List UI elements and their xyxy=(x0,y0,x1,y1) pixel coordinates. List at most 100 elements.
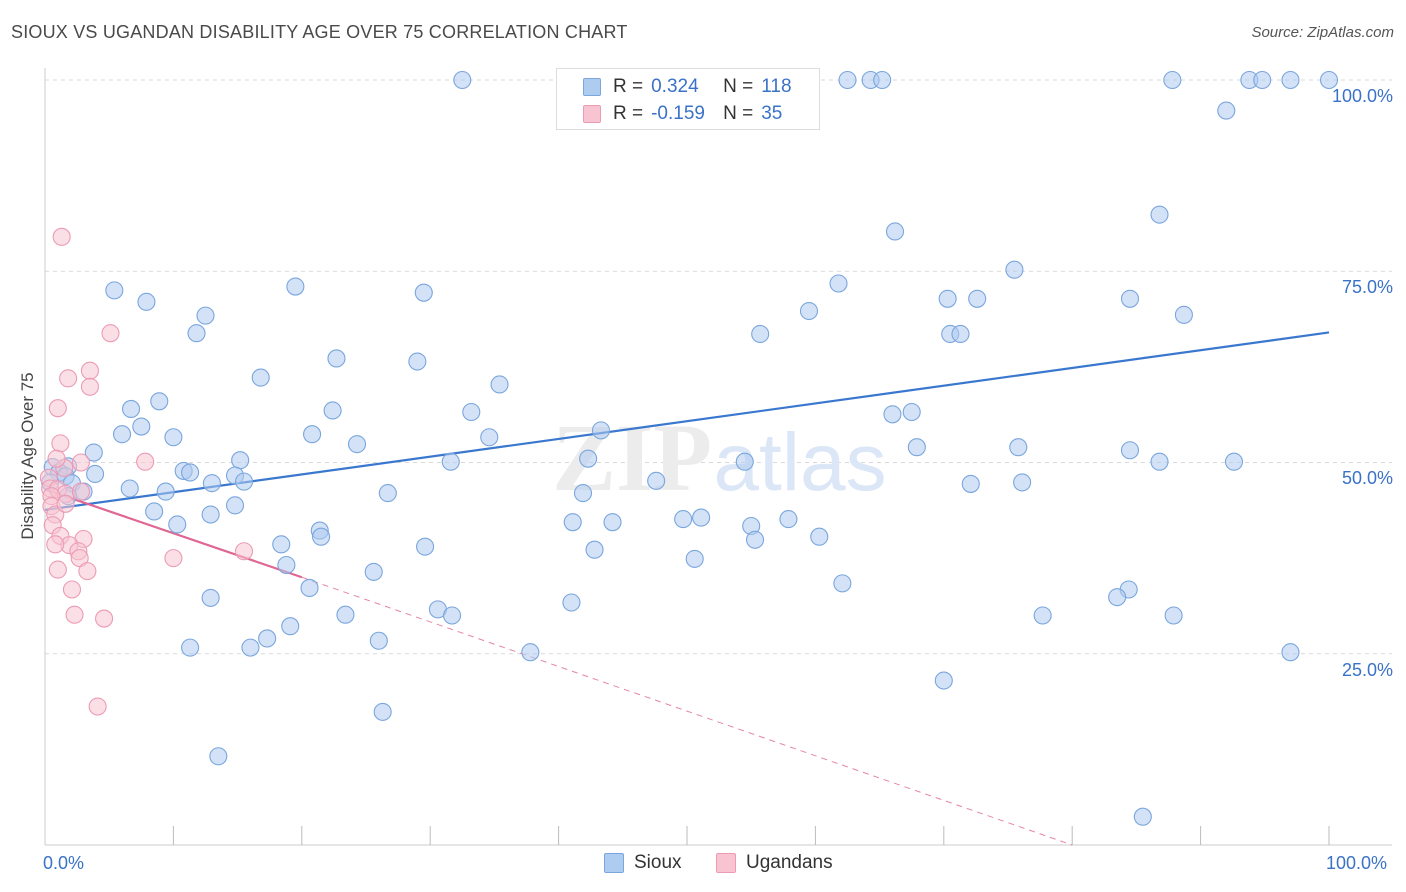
sioux-point xyxy=(336,605,355,624)
sioux-point xyxy=(603,513,622,532)
sioux-point xyxy=(799,301,819,321)
sioux-point xyxy=(347,435,367,454)
ugandans-swatch-icon xyxy=(583,105,601,123)
sioux-point xyxy=(1005,260,1024,279)
sioux-point xyxy=(1319,70,1339,90)
sioux-point xyxy=(462,402,481,422)
sioux-point xyxy=(132,417,151,436)
sioux-point xyxy=(231,451,250,470)
sioux-point xyxy=(735,452,754,471)
sioux-point xyxy=(105,281,124,300)
stats-legend: R = 0.324 N = 118 R = -0.159 N = 35 xyxy=(556,68,820,130)
ugandans-point xyxy=(47,449,66,468)
sioux-point xyxy=(251,368,270,387)
sioux-point xyxy=(1164,606,1183,625)
sioux-point xyxy=(164,428,183,447)
sioux-point xyxy=(303,425,322,444)
y-tick-75: 75.0% xyxy=(1341,277,1393,297)
sioux-point xyxy=(441,452,460,471)
legend-row-ugandans: R = -0.159 N = 35 xyxy=(583,102,782,126)
sioux-point xyxy=(181,463,200,482)
sioux-point xyxy=(168,515,187,534)
sioux-point xyxy=(562,593,581,612)
ugandans-point xyxy=(48,560,67,579)
axes xyxy=(44,68,1392,846)
sioux-point xyxy=(234,472,254,491)
watermark: ZIP atlas xyxy=(552,404,887,511)
sioux-point xyxy=(453,70,472,90)
ugandans-point xyxy=(80,361,99,380)
ugandans-point xyxy=(136,452,155,471)
sioux-point xyxy=(112,425,132,444)
sioux-point xyxy=(873,70,892,90)
source-label: Source: ZipAtlas.com xyxy=(1251,24,1394,41)
r-value: -0.159 xyxy=(651,103,705,124)
sioux-point xyxy=(369,631,388,650)
sioux-point xyxy=(86,464,105,484)
legend-item-ugandans: Ugandans xyxy=(716,852,833,874)
sioux-point xyxy=(196,306,215,325)
sioux-point xyxy=(416,537,435,556)
ugandans-point xyxy=(78,562,97,581)
sioux-point xyxy=(1281,643,1300,662)
sioux-point xyxy=(1033,606,1052,625)
y-tick-100: 100.0% xyxy=(1331,86,1393,106)
n-value: 118 xyxy=(761,76,792,97)
ugandans-point xyxy=(71,453,91,472)
sioux-point xyxy=(1150,452,1169,471)
sioux-point xyxy=(1150,205,1169,224)
sioux-trend-line xyxy=(44,331,1330,512)
sioux-point xyxy=(647,471,666,490)
r-label: R = xyxy=(613,103,644,124)
ugandans-point xyxy=(52,227,71,246)
sioux-point xyxy=(364,562,383,581)
sioux-point xyxy=(490,375,509,394)
ugandans-point xyxy=(59,369,78,388)
sioux-point xyxy=(84,443,103,462)
legend-row-sioux: R = 0.324 N = 118 xyxy=(583,75,792,99)
sioux-point xyxy=(137,292,156,311)
sioux-point xyxy=(1174,305,1193,324)
ugandans-point xyxy=(95,609,114,628)
n-label: N = xyxy=(723,103,754,124)
sioux-point xyxy=(323,401,342,420)
r-label: R = xyxy=(613,76,644,97)
ugandans-point xyxy=(48,399,67,418)
sioux-point xyxy=(442,606,462,625)
sioux-point xyxy=(286,277,305,296)
sioux-point xyxy=(281,617,300,636)
sioux-point xyxy=(145,502,164,521)
sioux-point xyxy=(573,484,593,503)
sioux-point xyxy=(1281,70,1300,90)
sioux-point xyxy=(272,535,291,554)
sioux-point xyxy=(779,510,798,529)
sioux-point xyxy=(833,574,852,593)
ugandans-point xyxy=(62,580,82,599)
n-value: 35 xyxy=(761,103,783,124)
sioux-point xyxy=(585,540,604,559)
bottom-legend: Sioux Ugandans xyxy=(0,852,1406,878)
sioux-point xyxy=(187,324,206,343)
y-tick-50: 50.0% xyxy=(1341,468,1393,488)
sioux-point xyxy=(181,638,200,657)
sioux-point xyxy=(202,474,221,493)
sioux-point xyxy=(414,283,433,302)
trend-lines xyxy=(44,331,1330,846)
legend-label-sioux: Sioux xyxy=(634,852,682,873)
sioux-point xyxy=(1108,588,1127,607)
sioux-point xyxy=(961,474,980,493)
ugandans-point xyxy=(234,542,254,561)
sioux-point xyxy=(810,527,829,546)
ugandans-point xyxy=(46,535,65,554)
sioux-point xyxy=(563,513,582,532)
sioux-point xyxy=(408,352,427,371)
y-tick-25: 25.0% xyxy=(1341,660,1393,680)
x-axis-min-label: 0.0% xyxy=(43,853,85,873)
gridlines xyxy=(45,79,1392,655)
sioux-point xyxy=(938,289,957,308)
sioux-point xyxy=(327,349,346,368)
sioux-point xyxy=(1253,70,1272,90)
chart-title: SIOUX VS UGANDAN DISABILITY AGE OVER 75 … xyxy=(11,22,628,42)
sioux-point xyxy=(156,482,175,501)
